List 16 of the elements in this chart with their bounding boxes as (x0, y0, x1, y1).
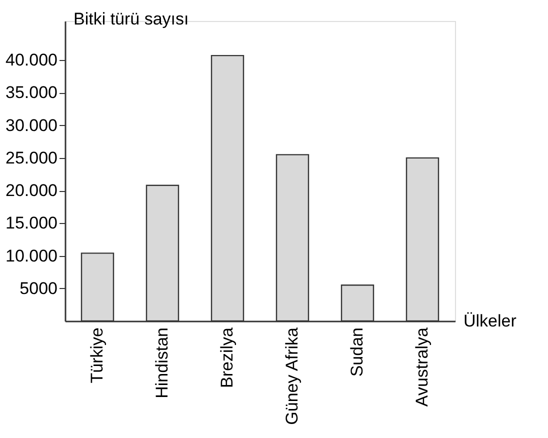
y-tick-label: 10.000 (6, 246, 58, 266)
y-tick-label: 40.000 (6, 50, 58, 70)
x-tick-label: Sudan (348, 328, 366, 377)
x-tick-label: Güney Afrika (282, 326, 302, 425)
x-tick-label: Avustralya (412, 326, 432, 407)
y-tick-label: 15.000 (6, 214, 58, 233)
x-tick-label: Brezilya (218, 326, 236, 388)
y-tick-label: 30.000 (6, 116, 58, 135)
y-tick-label: 25.000 (6, 148, 58, 168)
x-axis-title: Ülkeler (464, 312, 517, 330)
y-tick-label: 20.000 (6, 181, 58, 200)
y-tick-label: 5000 (20, 278, 58, 298)
y-axis-title: Bitki türü sayısı (74, 10, 189, 28)
x-tick-label: Hindistan (152, 328, 172, 398)
x-tick-label: Türkiye (88, 328, 106, 384)
y-tick-label: 35.000 (6, 83, 58, 102)
